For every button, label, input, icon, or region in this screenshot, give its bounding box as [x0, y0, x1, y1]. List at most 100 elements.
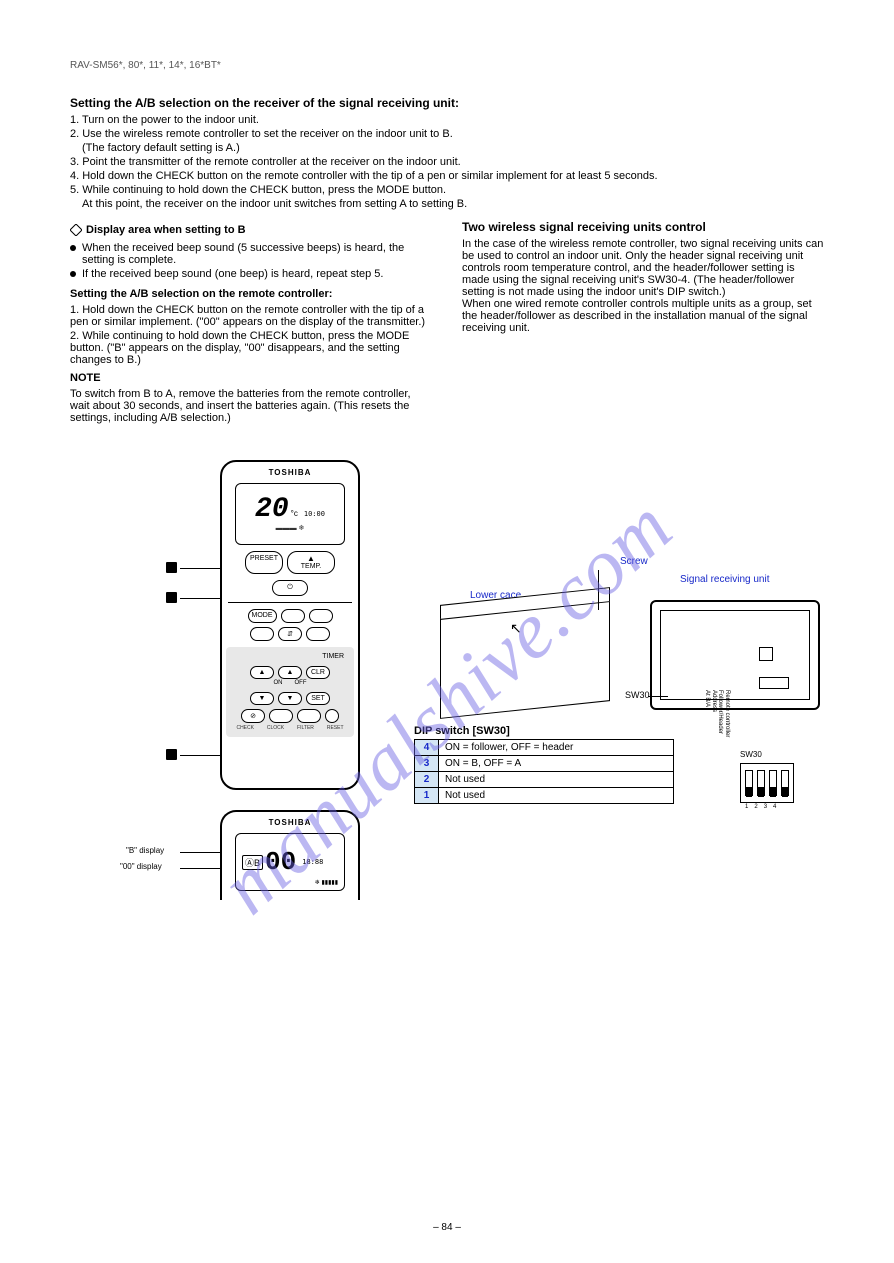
lcd-bar: ▬▬▬ ❄ — [276, 524, 305, 532]
lcd-unit: °c — [291, 509, 298, 518]
dip-pic-label: SW30 — [740, 750, 820, 759]
remote-body: TOSHIBA 20 °c 10:00 ▬▬▬ ❄ PRESET ▲ TEMP.… — [220, 460, 360, 790]
dip-side-labels: Remote controller Follower/Header Addres… — [704, 690, 730, 737]
table-row: 1Not used — [415, 788, 674, 804]
swing-button[interactable]: ⇵ — [278, 627, 302, 641]
dip-val: ON = B, OFF = A — [439, 756, 674, 772]
unit-inner — [660, 610, 810, 700]
remote-brand: TOSHIBA — [222, 468, 358, 477]
bullet-icon — [70, 245, 76, 251]
tiny-clock: CLOCK — [267, 725, 284, 731]
s1-step-1: 1. Turn on the power to the indoor unit. — [70, 114, 824, 126]
lcd2-bars: ❄ ▮▮▮▮▮ — [315, 879, 338, 886]
diamond-icon — [70, 224, 82, 236]
s1-step-2b: (The factory default setting is A.) — [70, 142, 824, 154]
lcd2-code: 00 — [265, 847, 296, 877]
timer-up-1[interactable]: ▲ — [250, 666, 274, 679]
on-label: ON — [274, 680, 283, 686]
dip-box — [740, 763, 794, 803]
power-icon: ⏻ — [287, 584, 293, 591]
remote2-lcd: ⒶB 00 18:88 ❄ ▮▮▮▮▮ — [235, 833, 345, 891]
remote-lcd: 20 °c 10:00 ▬▬▬ ❄ — [235, 483, 345, 545]
dip-table: 4ON = follower, OFF = header 3ON = B, OF… — [414, 739, 674, 804]
temp-button[interactable]: ▲ TEMP. — [287, 551, 335, 574]
lcd-temp: 20 — [255, 496, 289, 524]
receiving-unit — [650, 600, 820, 710]
left-column: Display area when setting to B When the … — [70, 220, 432, 426]
tiny-reset: RESET — [327, 725, 344, 731]
remote2-body: TOSHIBA ⒶB 00 18:88 ❄ ▮▮▮▮▮ — [220, 810, 360, 900]
left-step2-1: 1. Hold down the CHECK button on the rem… — [70, 304, 432, 328]
left-bullet-1-text: When the received beep sound (5 successi… — [82, 242, 432, 266]
dip-num: 3 — [415, 756, 439, 772]
timer-up-2[interactable]: ▲ — [278, 666, 302, 679]
filter-button[interactable] — [297, 709, 321, 723]
callout-00: "00" display — [120, 862, 162, 871]
mode-button[interactable]: MODE — [248, 609, 277, 623]
case-box — [440, 601, 610, 719]
sw30-leader — [648, 696, 668, 697]
bullet-icon — [70, 271, 76, 277]
check-button[interactable]: ⊘ — [241, 709, 265, 723]
chevron-up-icon: ▲ — [287, 669, 294, 676]
dip-pictogram: Remote controller Follower/Header Addres… — [740, 750, 820, 810]
note-text: To switch from B to A, remove the batter… — [70, 388, 432, 424]
reset-button[interactable] — [325, 709, 339, 723]
dip-num: 1 — [415, 788, 439, 804]
timer-dn-2[interactable]: ▼ — [278, 692, 302, 705]
left-step2-2: 2. While continuing to hold down the CHE… — [70, 330, 432, 366]
remote2-brand: TOSHIBA — [222, 818, 358, 827]
arrow-icon: ↖ — [510, 620, 522, 637]
table-row: 3ON = B, OFF = A — [415, 756, 674, 772]
header-model: RAV-SM56*, 80*, 11*, 14*, 16*BT* — [70, 60, 824, 71]
preset-button[interactable]: PRESET — [245, 551, 283, 574]
callout-b: "B" display — [126, 846, 164, 855]
s1-step-5b: At this point, the receiver on the indoo… — [70, 198, 824, 210]
blank-button-4[interactable] — [306, 627, 330, 641]
tiny-filter: FILTER — [297, 725, 314, 731]
set-button[interactable]: SET — [306, 692, 330, 705]
dip-num: 4 — [415, 740, 439, 756]
dip-title: DIP switch [SW30] — [414, 725, 674, 737]
chevron-up-icon: ▲ — [259, 669, 266, 676]
swing-icon: ⇵ — [287, 631, 293, 638]
chevron-down-icon: ▼ — [259, 695, 266, 702]
sw30-label: SW30 — [625, 690, 650, 700]
left-sub: Setting the A/B selection on the remote … — [70, 288, 432, 300]
blank-button-2[interactable] — [309, 609, 333, 623]
remote2-illustration: "B" display "00" display TOSHIBA ⒶB 00 1… — [180, 810, 380, 900]
page-number: – 84 – — [0, 1222, 894, 1233]
blank-button-3[interactable] — [250, 627, 274, 641]
remote-illustration: TOSHIBA 20 °c 10:00 ▬▬▬ ❄ PRESET ▲ TEMP.… — [180, 460, 380, 790]
lcd-time: 10:00 — [304, 510, 325, 518]
dip-val: Not used — [439, 772, 674, 788]
clock-button[interactable] — [269, 709, 293, 723]
table-row: 4ON = follower, OFF = header — [415, 740, 674, 756]
timer-label: TIMER — [230, 653, 350, 660]
s1-step-4: 4. Hold down the CHECK button on the rem… — [70, 170, 824, 182]
chevron-down-icon: ▼ — [287, 695, 294, 702]
sru-label: Signal receiving unit — [680, 574, 770, 585]
table-row: 2Not used — [415, 772, 674, 788]
s1-step-3: 3. Point the transmitter of the remote c… — [70, 156, 824, 168]
blank-button-1[interactable] — [281, 609, 305, 623]
note-head: NOTE — [70, 372, 432, 384]
dip-val: ON = follower, OFF = header — [439, 740, 674, 756]
section-1-title: Setting the A/B selection on the receive… — [70, 96, 824, 110]
s1-step-2: 2. Use the wireless remote controller to… — [70, 128, 824, 140]
dip-val: Not used — [439, 788, 674, 804]
chevron-up-icon: ▲ — [307, 555, 315, 563]
screw-icon — [598, 570, 599, 610]
sw30-chip — [759, 677, 789, 689]
timer-dn-1[interactable]: ▼ — [250, 692, 274, 705]
temp-label: TEMP. — [301, 563, 322, 570]
right-head: Two wireless signal receiving units cont… — [462, 220, 824, 234]
clr-button[interactable]: CLR — [306, 666, 330, 679]
off-label: OFF — [295, 680, 307, 686]
left-bullet-2-text: If the received beep sound (one beep) is… — [82, 268, 383, 280]
screw-label: Screw — [620, 556, 648, 567]
power-button[interactable]: ⏻ — [272, 580, 308, 596]
unit-square — [759, 647, 773, 661]
right-column: Two wireless signal receiving units cont… — [462, 220, 824, 426]
check-icon: ⊘ — [250, 713, 256, 720]
